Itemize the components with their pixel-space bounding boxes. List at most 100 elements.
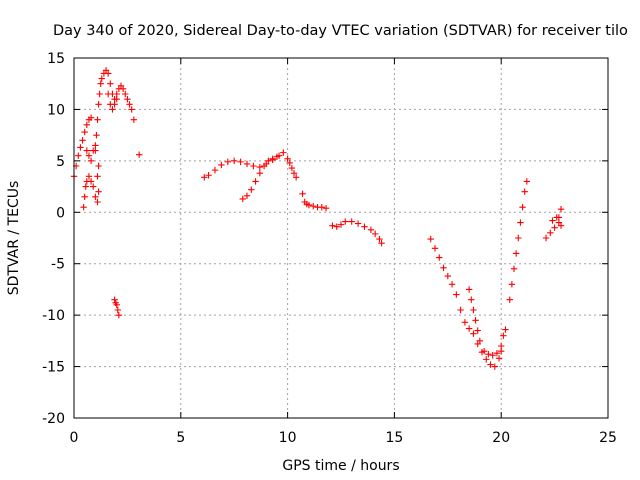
data-point bbox=[470, 330, 477, 337]
data-point bbox=[211, 166, 219, 174]
data-point bbox=[512, 250, 520, 257]
data-point bbox=[553, 214, 560, 221]
x-axis-label: GPS time / hours bbox=[282, 458, 399, 474]
data-point bbox=[493, 350, 501, 357]
y-axis-label: SDTVAR / TECUs bbox=[6, 181, 22, 296]
chart-title: Day 340 of 2020, Sidereal Day-to-day VTE… bbox=[53, 23, 628, 39]
data-point bbox=[97, 80, 104, 87]
data-point bbox=[485, 351, 492, 358]
data-point bbox=[329, 222, 336, 229]
data-point bbox=[256, 163, 264, 171]
data-point bbox=[367, 226, 375, 233]
data-point bbox=[85, 152, 93, 159]
data-point bbox=[92, 193, 99, 201]
data-point bbox=[502, 326, 509, 333]
data-point bbox=[557, 222, 565, 229]
y-axis-tick-labels: -20 -15 -10 -5 0 5 10 15 bbox=[42, 51, 65, 427]
data-point bbox=[436, 254, 443, 261]
data-point bbox=[77, 144, 84, 151]
y-tick-label: -10 bbox=[42, 308, 65, 324]
data-point bbox=[342, 218, 349, 225]
data-point bbox=[256, 170, 264, 177]
data-point bbox=[243, 160, 251, 168]
data-point bbox=[376, 235, 383, 243]
data-point bbox=[237, 158, 244, 166]
data-point bbox=[94, 173, 101, 180]
x-tick-label: 15 bbox=[385, 430, 403, 446]
data-point bbox=[280, 149, 287, 156]
y-tick-label: 10 bbox=[47, 102, 65, 118]
y-tick-label: -20 bbox=[42, 411, 65, 427]
data-point bbox=[448, 281, 456, 288]
data-point bbox=[122, 90, 129, 98]
data-point bbox=[483, 356, 490, 363]
data-point bbox=[542, 234, 550, 242]
data-point bbox=[305, 201, 313, 209]
data-point bbox=[515, 234, 522, 242]
data-point bbox=[98, 75, 105, 82]
data-point bbox=[94, 198, 101, 206]
data-point bbox=[87, 114, 95, 121]
data-point bbox=[318, 203, 325, 211]
data-point bbox=[378, 239, 385, 247]
data-point bbox=[427, 235, 434, 243]
data-point bbox=[269, 155, 276, 162]
data-point bbox=[224, 158, 231, 166]
data-point bbox=[354, 220, 362, 227]
data-point bbox=[508, 281, 516, 288]
data-point bbox=[111, 101, 118, 108]
data-point bbox=[96, 90, 103, 98]
x-axis-tick-labels: 0 5 10 15 20 25 bbox=[70, 430, 617, 446]
data-point bbox=[113, 95, 120, 103]
gridlines bbox=[74, 58, 608, 418]
data-point bbox=[83, 147, 91, 154]
data-point bbox=[461, 319, 469, 326]
data-point bbox=[218, 161, 225, 169]
data-point bbox=[126, 101, 133, 108]
data-point bbox=[239, 195, 246, 203]
data-point bbox=[371, 230, 379, 238]
data-point bbox=[551, 224, 558, 231]
data-point bbox=[489, 352, 496, 359]
data-point bbox=[557, 206, 565, 213]
data-point bbox=[114, 306, 121, 314]
data-point bbox=[290, 170, 298, 177]
data-point bbox=[79, 137, 86, 144]
data-point bbox=[83, 121, 91, 129]
data-point bbox=[87, 157, 95, 165]
data-point bbox=[231, 157, 238, 165]
data-point bbox=[95, 188, 102, 195]
data-point bbox=[472, 317, 479, 324]
x-tick-label: 20 bbox=[492, 430, 510, 446]
y-tick-label: 0 bbox=[56, 205, 65, 221]
data-point bbox=[130, 116, 138, 123]
data-point bbox=[468, 296, 475, 303]
data-point bbox=[80, 203, 87, 211]
y-tick-label: 15 bbox=[47, 51, 65, 67]
y-tick-label: -15 bbox=[42, 360, 65, 376]
data-point bbox=[104, 70, 112, 77]
data-point bbox=[81, 193, 88, 201]
data-point bbox=[500, 332, 507, 339]
x-tick-label: 5 bbox=[176, 430, 185, 446]
axis-ticks bbox=[73, 57, 609, 419]
x-tick-label: 25 bbox=[599, 430, 617, 446]
data-point bbox=[470, 306, 477, 314]
data-point bbox=[547, 229, 554, 237]
x-tick-label: 10 bbox=[279, 430, 297, 446]
data-point bbox=[465, 325, 473, 332]
data-point bbox=[310, 202, 317, 210]
data-point bbox=[284, 155, 291, 162]
data-point bbox=[81, 128, 88, 136]
data-point bbox=[491, 363, 498, 370]
data-point bbox=[292, 174, 300, 181]
data-point bbox=[348, 218, 355, 225]
data-point bbox=[474, 327, 481, 334]
data-point bbox=[465, 286, 473, 293]
data-point bbox=[487, 361, 494, 368]
data-point bbox=[92, 147, 99, 154]
data-point bbox=[549, 217, 556, 224]
x-tick-label: 0 bbox=[70, 430, 79, 446]
data-point bbox=[205, 172, 212, 179]
